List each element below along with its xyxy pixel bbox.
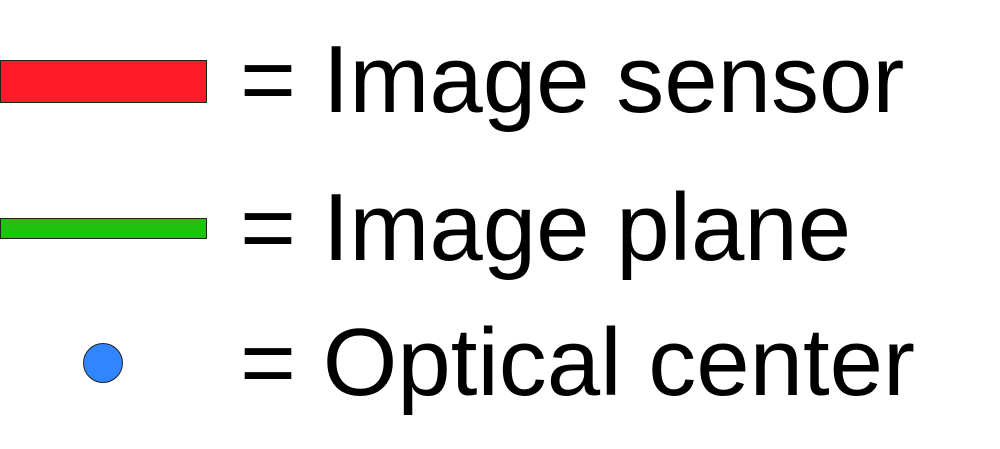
blue-circle-icon [83,343,123,383]
legend-item-image-sensor: = Image sensor [0,20,1000,140]
legend-item-image-plane: = Image plane [0,168,1000,288]
green-line-icon [0,218,207,239]
legend-label-optical-center: = Optical center [240,309,915,416]
legend-item-optical-center: = Optical center [0,303,1000,423]
legend-label-image-sensor: = Image sensor [240,26,905,133]
legend-label-image-plane: = Image plane [240,174,852,281]
red-bar-icon [0,60,207,103]
